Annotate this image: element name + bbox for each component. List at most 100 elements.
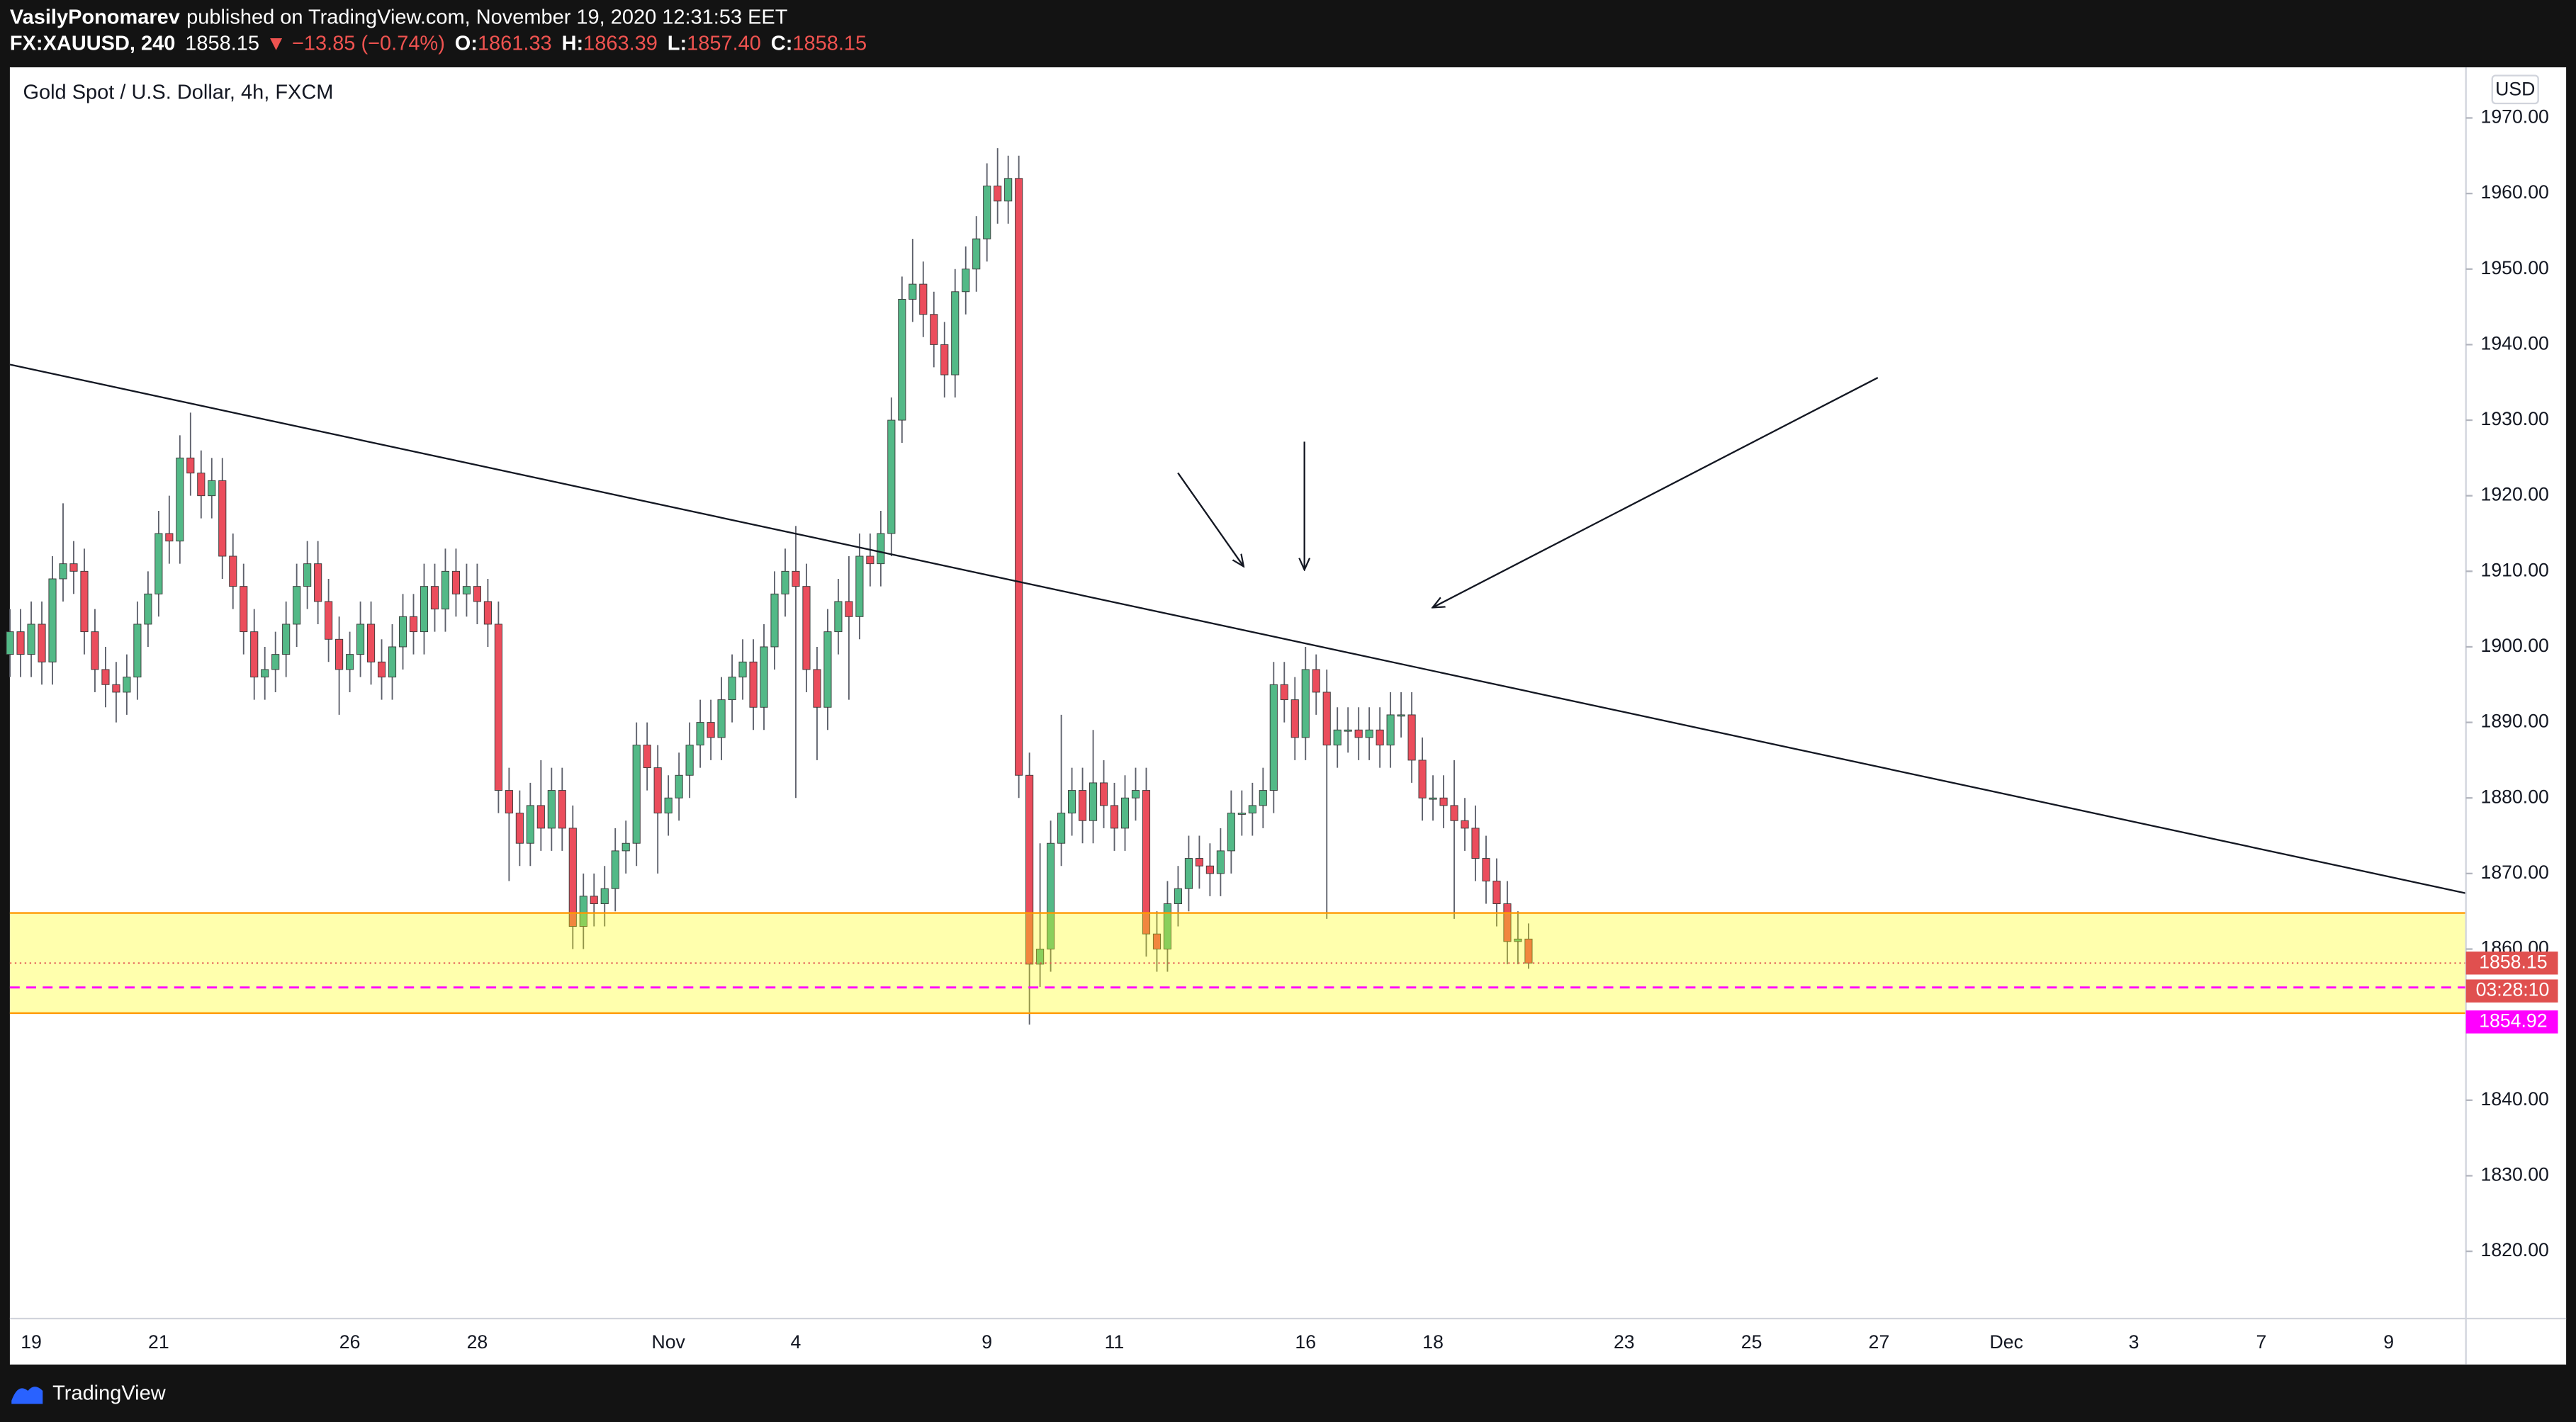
y-tick-label: 1940.00 <box>2481 332 2549 354</box>
candle-body <box>197 473 206 497</box>
candle-body <box>38 623 46 662</box>
x-tick-label: 18 <box>1422 1331 1444 1353</box>
last-price-label: 1858.15 <box>2479 951 2547 972</box>
x-tick-label: 27 <box>1869 1331 1890 1353</box>
x-tick-label: 25 <box>1741 1331 1762 1353</box>
candle-body <box>208 480 216 497</box>
ohlc-label: C: <box>771 32 793 55</box>
candle-body <box>388 646 397 678</box>
candle-body <box>717 699 726 738</box>
candle-body <box>1301 669 1310 738</box>
candle-body <box>855 555 864 617</box>
candle-body <box>1110 805 1119 829</box>
candle-body <box>250 631 259 678</box>
candle-body <box>1057 813 1066 844</box>
x-tick-label: 9 <box>2383 1331 2394 1353</box>
ohlc-value: 1861.33 <box>478 32 552 55</box>
currency-box <box>2491 74 2539 105</box>
candle-body <box>240 586 248 633</box>
candle-body <box>951 291 960 376</box>
candle-body <box>1047 842 1055 949</box>
candle-body <box>664 797 673 814</box>
candle-body <box>48 578 57 662</box>
candle-body <box>6 631 14 655</box>
candle-body <box>69 563 78 572</box>
candle-body <box>760 646 768 708</box>
axes: 19 21 26 28 Nov 4 9 11 16 18 23 25 27 Dec 3 7 9 1820.00 18… <box>21 106 2558 1353</box>
candle-body <box>1418 760 1427 799</box>
candle-body <box>1492 881 1501 904</box>
candle-body <box>877 533 885 565</box>
candle-body <box>101 669 110 685</box>
alert-box <box>2465 1010 2558 1034</box>
candle-body <box>27 623 35 655</box>
candle-body <box>643 745 651 769</box>
candle-body <box>303 563 312 587</box>
candle-body <box>335 638 344 670</box>
y-tick-label: 1960.00 <box>2481 181 2549 203</box>
countdown: 03:28:10 <box>2476 979 2550 1000</box>
logo-shape <box>11 1387 43 1404</box>
candle-body <box>1174 888 1182 904</box>
candle-body <box>823 631 832 708</box>
y-tick-label: 1890.00 <box>2481 711 2549 732</box>
candle-body <box>1354 729 1363 738</box>
publish-line: VasilyPonomarev published on TradingView.… <box>10 6 788 28</box>
candle-body <box>770 593 779 648</box>
candle-body <box>398 616 407 648</box>
candle-body <box>675 774 683 799</box>
candle-body <box>845 601 853 617</box>
candle-body <box>451 570 461 594</box>
candle-body <box>261 669 269 678</box>
candle-body <box>802 586 811 670</box>
x-tick-label: Dec <box>1990 1331 2023 1353</box>
candle-body <box>1227 813 1235 852</box>
candle-body <box>547 790 556 829</box>
candle-body <box>1461 820 1469 829</box>
candle-body <box>346 654 354 670</box>
y-tick-label: 1880.00 <box>2481 786 2549 807</box>
author: VasilyPonomarev <box>10 6 180 28</box>
x-tick-label: Nov <box>651 1331 685 1353</box>
x-tick-label: 16 <box>1295 1331 1316 1353</box>
published: published on TradingView.com, November 1… <box>186 6 788 28</box>
candle-body <box>1025 774 1034 965</box>
candle-body <box>1397 714 1405 717</box>
candle-body <box>536 805 545 829</box>
candle-body <box>1407 714 1416 761</box>
candle-body <box>1068 790 1076 814</box>
x-tick-label: 19 <box>21 1331 42 1353</box>
candle-body <box>1312 669 1320 693</box>
candle-body <box>1131 790 1140 799</box>
candle-body <box>1248 805 1256 814</box>
x-tick-label: 3 <box>2129 1331 2139 1353</box>
candle-body <box>611 850 619 889</box>
candle-body <box>919 283 928 315</box>
overlay <box>9 962 2466 989</box>
candle-body <box>972 238 981 270</box>
candle-body <box>1184 858 1193 889</box>
candle-body <box>1089 782 1098 821</box>
y-tick-label: 1970.00 <box>2481 106 2549 128</box>
candle-body <box>441 570 450 610</box>
candle-body <box>994 185 1002 202</box>
x-tick-label: 11 <box>1105 1331 1125 1353</box>
candle-body <box>792 570 800 587</box>
candle-body <box>632 745 641 844</box>
ohlc-value: 1858.15 <box>792 32 867 55</box>
candle-body <box>16 631 25 655</box>
candle-body <box>1269 684 1278 791</box>
ohlc-value: 1857.40 <box>687 32 761 55</box>
candle-body <box>271 654 280 670</box>
candle-body <box>473 586 481 602</box>
candle-body <box>515 813 524 844</box>
candle-body <box>696 722 704 746</box>
candle-body <box>909 283 917 300</box>
x-tick-label: 7 <box>2256 1331 2266 1353</box>
candle-body <box>834 601 843 633</box>
trend-line <box>9 363 2466 894</box>
candle-body <box>133 623 142 678</box>
ohlc-value: 1863.39 <box>583 32 658 55</box>
candle-body <box>1439 797 1448 806</box>
